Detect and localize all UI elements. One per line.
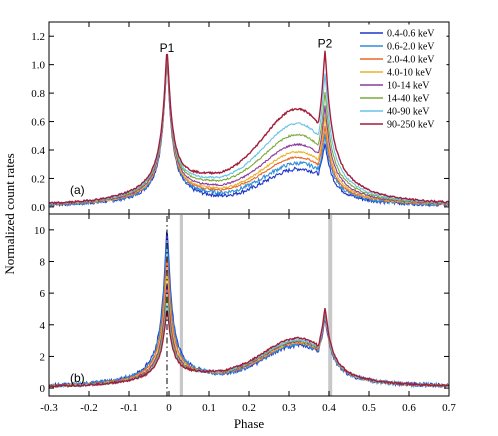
x-tick-label: 0	[166, 402, 172, 414]
legend-label-6: 40-90 keV	[387, 107, 430, 118]
x-tick-label: 0.4	[322, 402, 336, 414]
panel-b: 0 2 4 6 8 10 (b)	[34, 213, 450, 397]
series-line-b-4	[49, 285, 449, 388]
series-line-a-0	[49, 65, 449, 208]
legend: 0.4-0.6 keV 0.6-2.0 keV 2.0-4.0 keV 4.0-10 …	[357, 24, 447, 138]
y-tick-label: 0.0	[31, 202, 45, 214]
series-line-a-7	[49, 50, 449, 205]
x-tick-label: -0.3	[40, 402, 58, 414]
series-line-b-5	[49, 296, 449, 389]
series-line-b-7	[49, 307, 449, 389]
y-tick-label: 0	[40, 383, 46, 395]
legend-box	[357, 24, 447, 138]
y-tick-label: 10	[34, 225, 46, 237]
legend-label-2: 2.0-4.0 keV	[387, 55, 435, 66]
peak-label-p2: P2	[318, 37, 333, 51]
legend-label-4: 10-14 keV	[387, 81, 430, 92]
series-line-b-3	[49, 274, 449, 388]
y-tick-label: 0.8	[31, 88, 45, 100]
x-tick-label: 0.6	[402, 402, 416, 414]
y-tick-label: 8	[40, 256, 46, 268]
panel-label: (b)	[70, 371, 85, 385]
y-tick-label: 0.4	[31, 145, 45, 157]
legend-label-7: 90-250 keV	[387, 120, 435, 131]
y-axis-title: Normalized count rates	[2, 153, 17, 274]
x-tick-label: 0.2	[242, 402, 256, 414]
y-tick-label: 6	[40, 288, 46, 300]
panel-frame	[48, 213, 450, 397]
y-tick-label: 0.6	[31, 117, 45, 129]
legend-label-3: 4.0-10 keV	[387, 68, 433, 79]
legend-label-0: 0.4-0.6 keV	[387, 29, 435, 40]
panel-label: (a)	[70, 183, 85, 197]
y-tick-label: 1.2	[31, 31, 45, 43]
x-axis-title: Phase	[234, 416, 265, 431]
peak-label-p1: P1	[160, 41, 175, 55]
x-tick-label: -0.1	[120, 402, 137, 414]
x-tick-label: -0.2	[80, 402, 97, 414]
series-line-b-6	[49, 304, 449, 388]
off-pulse-band-1	[328, 215, 333, 396]
y-tick-label: 0.2	[31, 173, 45, 185]
legend-label-5: 14-40 keV	[387, 94, 430, 105]
series-line-a-6	[49, 55, 449, 205]
y-tick-label: 2	[40, 351, 46, 363]
legend-label-1: 0.6-2.0 keV	[387, 42, 435, 53]
y-tick-label: 1.0	[31, 60, 45, 72]
x-tick-label: 0.3	[282, 402, 296, 414]
y-tick-label: 4	[40, 320, 46, 332]
x-tick-label: 0.5	[362, 402, 376, 414]
x-axis: -0.3 -0.2 -0.1 0 0.1 0.2 0.3 0.4 0.5 0.6 0.7	[40, 402, 456, 414]
x-tick-label: 0.7	[442, 402, 456, 414]
panel-a: 0.0 0.2 0.4 0.6 0.8 1.0 1.2 (a) P1 P2	[31, 21, 450, 215]
off-pulse-band-0	[179, 215, 183, 396]
x-tick-label: 0.1	[202, 402, 216, 414]
